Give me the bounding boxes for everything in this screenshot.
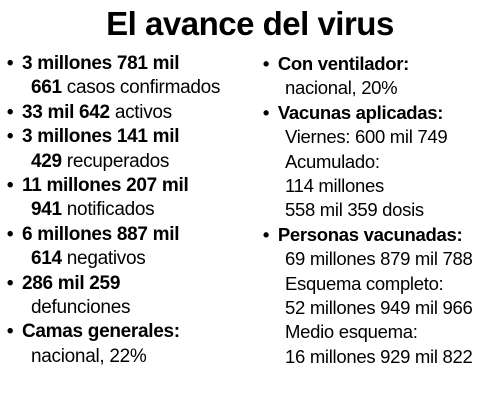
stat-defunciones: • 286 mil 259 defunciones (3, 272, 249, 321)
page-title: El avance del virus (106, 5, 394, 42)
confirmados-value: 3 millones 781 mil (21, 53, 180, 74)
ventilador-value: nacional, 20% (285, 77, 398, 99)
stat-personas: • Personas vacunadas: 69 millones 879 mi… (259, 223, 499, 369)
personas-medio-value: 16 millones 929 mil 822 (285, 345, 473, 367)
notificados-value: 11 millones 207 mil (21, 174, 189, 196)
stat-notificados: • 11 millones 207 mil 941 notificados (3, 174, 249, 223)
vacunas-viernes: Viernes: 600 mil 749 (285, 126, 448, 148)
ventilador-label: Con ventilador: (277, 53, 410, 74)
vacunas-acumulado-label: Acumulado: (285, 150, 380, 172)
bullet-icon: • (262, 101, 270, 123)
recuperados-value-tail: 429 (31, 150, 62, 172)
stat-activos: • 33 mil 642 activos (3, 101, 249, 125)
activos-label: activos (109, 101, 172, 123)
confirmados-label: casos confirmados (61, 77, 221, 99)
stat-vacunas: • Vacunas aplicadas: Viernes: 600 mil 74… (259, 101, 499, 223)
vacunas-acumulado-1: 114 millones (285, 174, 384, 196)
bullet-icon: • (262, 223, 270, 245)
bullet-icon: • (6, 53, 14, 74)
personas-completo-value: 52 millones 949 mil 966 (285, 296, 473, 318)
vacunas-label: Vacunas aplicadas: (277, 101, 444, 123)
defunciones-label: defunciones (31, 296, 131, 318)
notificados-value-tail: 941 (31, 199, 62, 221)
left-column: • 3 millones 781 mil 661 casos confirmad… (3, 52, 249, 369)
bullet-icon: • (6, 321, 14, 343)
bullet-icon: • (6, 174, 14, 196)
negativos-value-tail: 614 (31, 248, 62, 270)
camas-label: Camas generales: (21, 321, 180, 343)
stat-negativos: • 6 millones 887 mil 614 negativos (3, 223, 249, 272)
confirmados-value-tail: 661 (31, 77, 62, 99)
bullet-icon: • (6, 101, 14, 123)
right-column: • Con ventilador: nacional, 20% • Vacuna… (259, 52, 499, 369)
camas-value: nacional, 22% (31, 345, 147, 367)
personas-completo-label: Esquema completo: (285, 272, 444, 294)
vacunas-acumulado-2: 558 mil 359 dosis (285, 199, 424, 221)
defunciones-value: 286 mil 259 (21, 272, 121, 294)
stat-confirmados: • 3 millones 781 mil 661 casos confirmad… (3, 52, 249, 101)
bullet-icon: • (262, 53, 270, 74)
personas-label: Personas vacunadas: (277, 223, 463, 245)
recuperados-value: 3 millones 141 mil (21, 126, 180, 148)
bullet-icon: • (6, 126, 14, 148)
bullet-icon: • (6, 272, 14, 294)
bullet-icon: • (6, 223, 14, 245)
stat-camas: • Camas generales: nacional, 22% (3, 320, 249, 369)
stat-ventilador: • Con ventilador: nacional, 20% (259, 52, 499, 101)
negativos-label: negativos (61, 248, 146, 270)
activos-value: 33 mil 642 (21, 101, 110, 123)
recuperados-label: recuperados (61, 150, 170, 172)
negativos-value: 6 millones 887 mil (21, 223, 180, 245)
personas-medio-label: Medio esquema: (285, 321, 418, 343)
personas-total: 69 millones 879 mil 788 (285, 248, 473, 270)
stat-recuperados: • 3 millones 141 mil 429 recuperados (3, 125, 249, 174)
notificados-label: notificados (61, 199, 155, 221)
